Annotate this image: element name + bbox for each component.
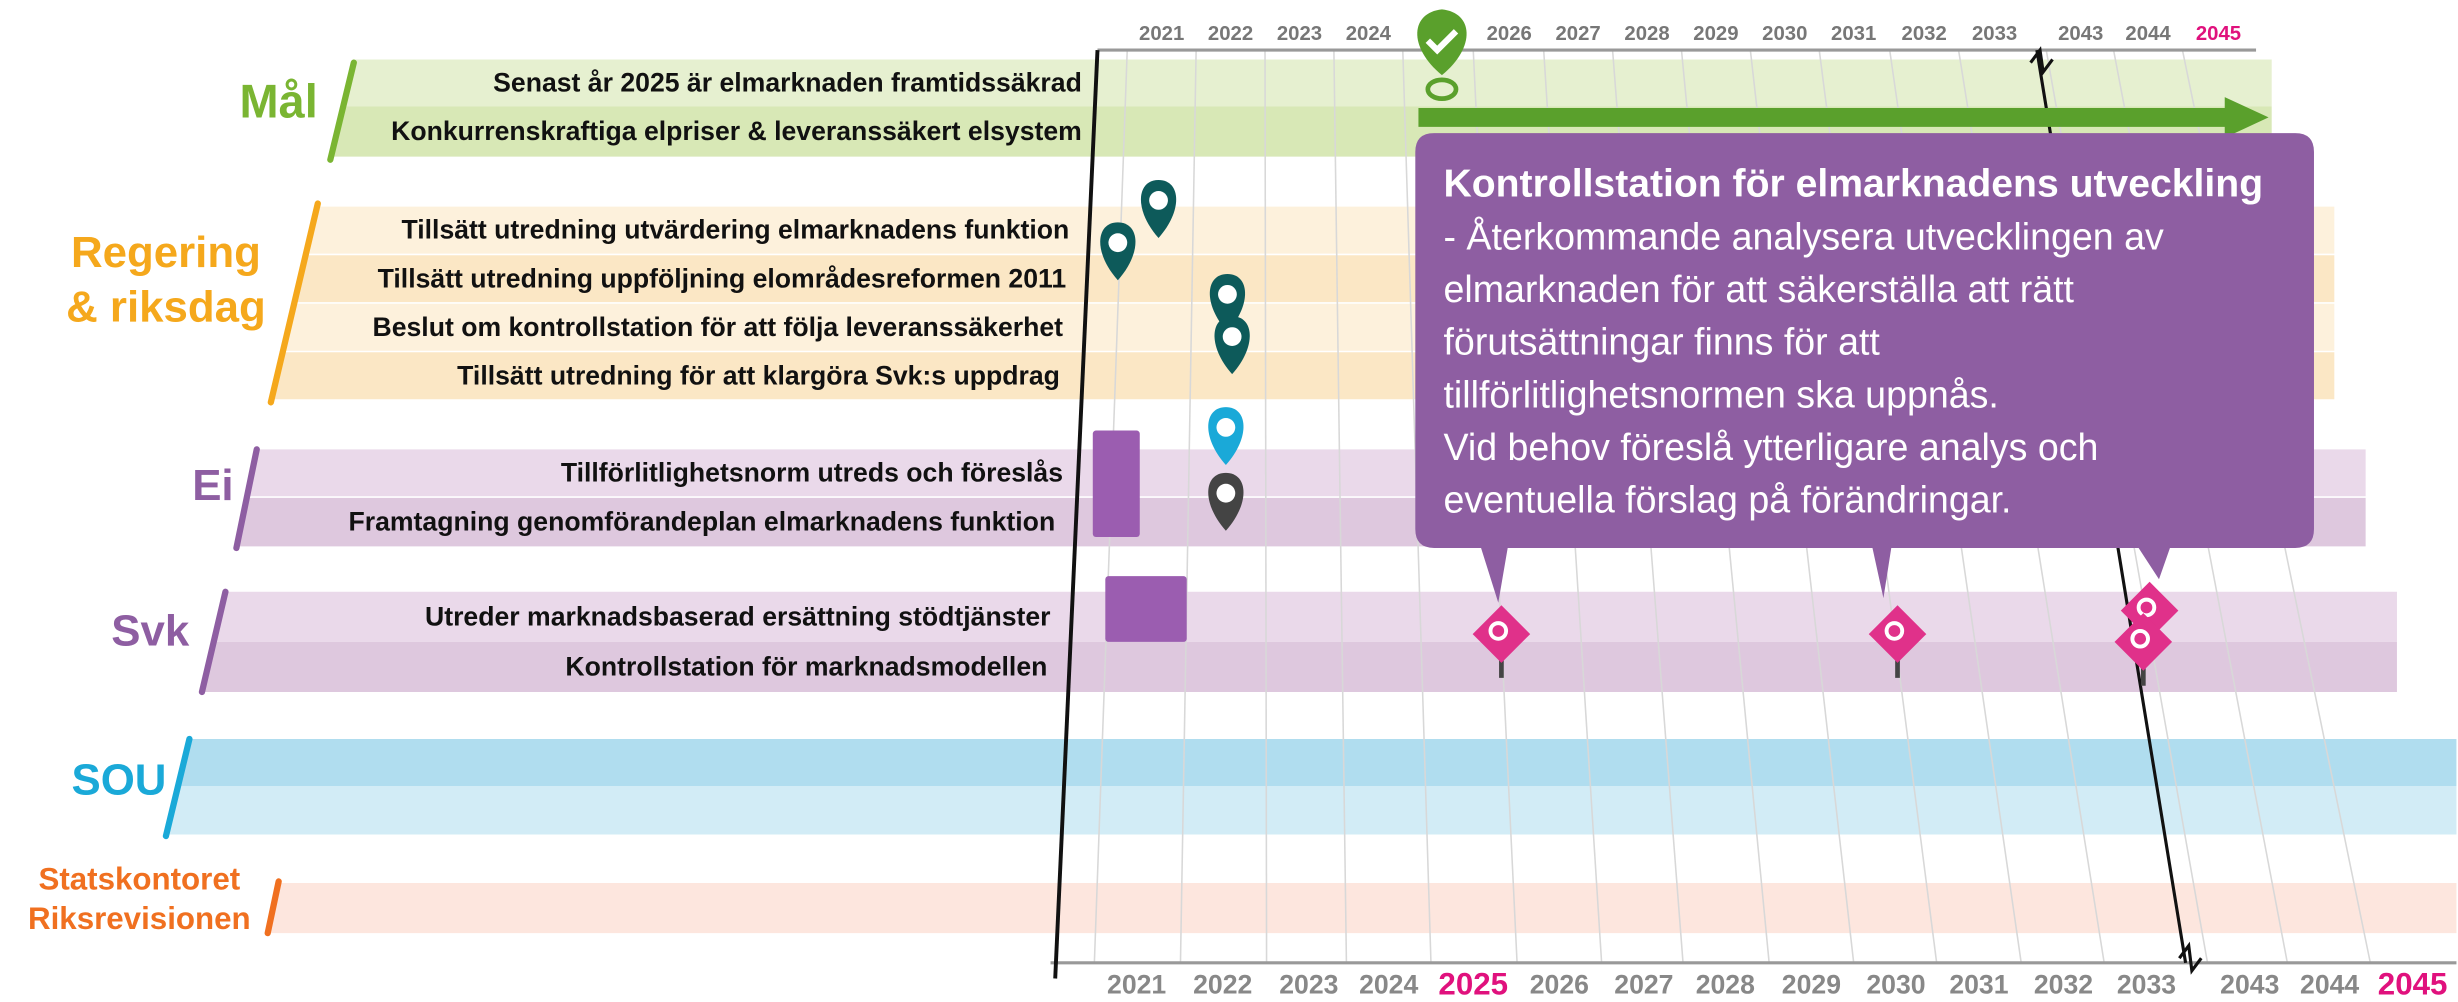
top-year: 2028 bbox=[1624, 23, 1669, 45]
group-label: Regering bbox=[71, 228, 261, 277]
bottom-year: 2032 bbox=[2034, 969, 2093, 999]
callout-line: förutsättningar finns för att bbox=[1443, 321, 1880, 363]
bottom-year: 2033 bbox=[2117, 969, 2176, 999]
row-band bbox=[178, 738, 2457, 786]
group-divider bbox=[233, 446, 260, 552]
bottom-year: 2030 bbox=[1866, 969, 1925, 999]
top-year: 2032 bbox=[1902, 23, 1947, 45]
callout-line: elmarknaden för att säkerställa att rätt bbox=[1443, 268, 2074, 310]
task-pin-dot bbox=[1216, 418, 1236, 437]
top-year: 2045 bbox=[2196, 23, 2241, 45]
review-diamond bbox=[2114, 613, 2173, 671]
group-label: Svk bbox=[111, 607, 190, 656]
pin-dot bbox=[1222, 327, 1242, 347]
grid-line bbox=[1333, 50, 1348, 963]
callout-line: eventuella förslag på förändringar. bbox=[1443, 478, 2011, 520]
row-band bbox=[201, 641, 2397, 693]
row-label: Tillsätt utredning uppföljning elområdes… bbox=[378, 263, 1067, 293]
callout-line: - Återkommande analysera utvecklingen av bbox=[1443, 215, 2164, 257]
callout-line: Vid behov föreslå ytterligare analys och bbox=[1443, 426, 2098, 468]
top-year: 2024 bbox=[1346, 23, 1392, 45]
group-divider bbox=[198, 588, 229, 696]
group-label: Riksrevisionen bbox=[28, 901, 251, 936]
row-label: Senast år 2025 är elmarknaden framtidssä… bbox=[493, 68, 1082, 98]
top-year: 2029 bbox=[1693, 23, 1738, 45]
group-divider bbox=[327, 59, 357, 163]
review-icon bbox=[1884, 621, 1905, 641]
task-pin-dot bbox=[1216, 483, 1236, 503]
group-divider bbox=[264, 878, 282, 937]
callout bbox=[1415, 133, 2314, 603]
row-label: Tillsätt utredning utvärdering elmarknad… bbox=[402, 215, 1070, 245]
group-label: & riksdag bbox=[66, 283, 266, 332]
row-band bbox=[267, 883, 2457, 934]
bottom-year: 2023 bbox=[1279, 969, 1338, 999]
bottom-year: 2022 bbox=[1193, 969, 1252, 999]
bottom-year: 2028 bbox=[1696, 969, 1755, 999]
callout-title: Kontrollstation för elmarknadens utveckl… bbox=[1443, 163, 2263, 206]
row-label: Utreder marknadsbaserad ersättning stödt… bbox=[425, 601, 1051, 631]
callout-line: tillförlitlighetsnormen ska uppnås. bbox=[1443, 373, 1998, 415]
row-label: Tillsätt utredning för att klargöra Svk:… bbox=[457, 360, 1060, 390]
bottom-year: 2025 bbox=[1438, 967, 1508, 1002]
grid-line bbox=[1264, 50, 1268, 963]
bottom-year: 2021 bbox=[1107, 969, 1166, 999]
review-icon bbox=[2136, 597, 2157, 618]
group-divider bbox=[267, 200, 321, 406]
row-label: Beslut om kontrollstation för att följa … bbox=[372, 312, 1063, 342]
row-label: Kontrollstation för marknadsmodellen bbox=[565, 652, 1047, 682]
group-label: Mål bbox=[240, 74, 318, 127]
review-diamond bbox=[1472, 605, 1531, 663]
axis-break bbox=[2178, 941, 2203, 975]
top-year: 2044 bbox=[2125, 23, 2171, 45]
top-year: 2033 bbox=[1972, 23, 2017, 45]
bottom-year: 2024 bbox=[1359, 969, 1418, 999]
bottom-year: 2045 bbox=[2378, 967, 2448, 1002]
goal-arrow bbox=[1418, 97, 2269, 138]
group-label: SOU bbox=[71, 755, 166, 804]
review-diamond bbox=[1868, 605, 1927, 663]
pin-dot bbox=[1108, 233, 1128, 253]
grid-line bbox=[1179, 50, 1197, 963]
goal-base bbox=[1425, 77, 1459, 101]
top-year: 2021 bbox=[1139, 23, 1184, 45]
top-year: 2022 bbox=[1208, 23, 1253, 45]
pin-dot bbox=[1149, 191, 1168, 210]
activity-box bbox=[1105, 576, 1187, 642]
group-label: Statskontoret bbox=[38, 862, 240, 897]
row-band bbox=[343, 59, 2272, 107]
goal-check bbox=[1425, 29, 1459, 55]
top-year: 2023 bbox=[1277, 23, 1322, 45]
row-label: Tillförlitlighetsnorm utreds och föreslå… bbox=[561, 457, 1063, 487]
activity-box bbox=[1092, 430, 1140, 538]
row-band bbox=[166, 785, 2457, 835]
review-icon bbox=[1488, 621, 1509, 641]
bottom-year: 2029 bbox=[1782, 969, 1841, 999]
bottom-year: 2044 bbox=[2300, 969, 2359, 999]
group-divider bbox=[162, 735, 193, 840]
bottom-year: 2043 bbox=[2220, 969, 2279, 999]
bottom-year: 2027 bbox=[1614, 969, 1673, 999]
group-label: Ei bbox=[192, 461, 233, 510]
row-label: Framtagning genomförandeplan elmarknaden… bbox=[348, 507, 1055, 537]
row-band bbox=[213, 591, 2397, 642]
top-year: 2031 bbox=[1831, 23, 1876, 45]
pin-dot bbox=[1218, 284, 1237, 304]
top-year: 2027 bbox=[1556, 23, 1601, 45]
top-year: 2026 bbox=[1487, 23, 1532, 45]
top-year: 2030 bbox=[1762, 23, 1807, 45]
row-label: Konkurrenskraftiga elpriser & leveranssä… bbox=[391, 116, 1082, 146]
bottom-year: 2026 bbox=[1530, 969, 1589, 999]
left-edge bbox=[1053, 50, 1100, 979]
bottom-year: 2031 bbox=[1949, 969, 2008, 999]
top-year: 2043 bbox=[2058, 23, 2103, 45]
review-icon bbox=[2130, 628, 2150, 649]
